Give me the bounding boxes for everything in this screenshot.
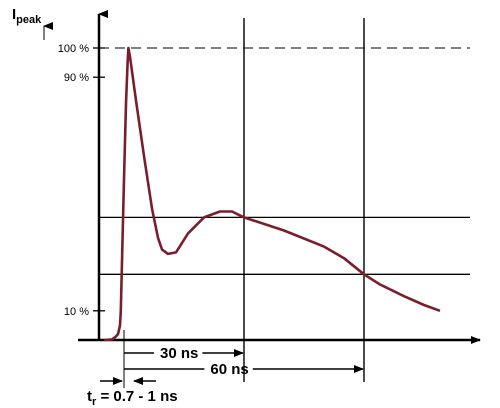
- current-waveform-curve: [103, 46, 441, 342]
- time-marker-lines: [243, 18, 365, 382]
- rise-time-sub: r: [92, 396, 97, 408]
- reference-lines: [99, 47, 470, 275]
- rise-time-value: = 0.7 - 1 ns: [96, 388, 177, 405]
- time-marker-label-0: 30 ns: [160, 345, 198, 362]
- svg-text:Ipeak: Ipeak: [12, 6, 42, 26]
- rise-time-symbol: t: [87, 388, 92, 405]
- y-ticks: 100 % 90 % 10 %: [58, 43, 105, 318]
- y-axis-label: Ipeak: [12, 6, 53, 40]
- y-tick-label-0: 100 %: [58, 43, 89, 55]
- svg-text:tr = 0.7 - 1 ns: tr = 0.7 - 1 ns: [87, 388, 178, 408]
- y-tick-label-1: 90 %: [64, 72, 89, 84]
- time-marker-label-1: 60 ns: [210, 361, 248, 378]
- time-dimensions: 30 ns 60 ns: [124, 345, 364, 378]
- y-label-main: I: [12, 6, 16, 23]
- y-tick-label-2: 10 %: [64, 306, 89, 318]
- y-label-sub: peak: [16, 14, 42, 26]
- rise-time-annotation: tr = 0.7 - 1 ns: [87, 330, 178, 408]
- axes: [78, 10, 481, 344]
